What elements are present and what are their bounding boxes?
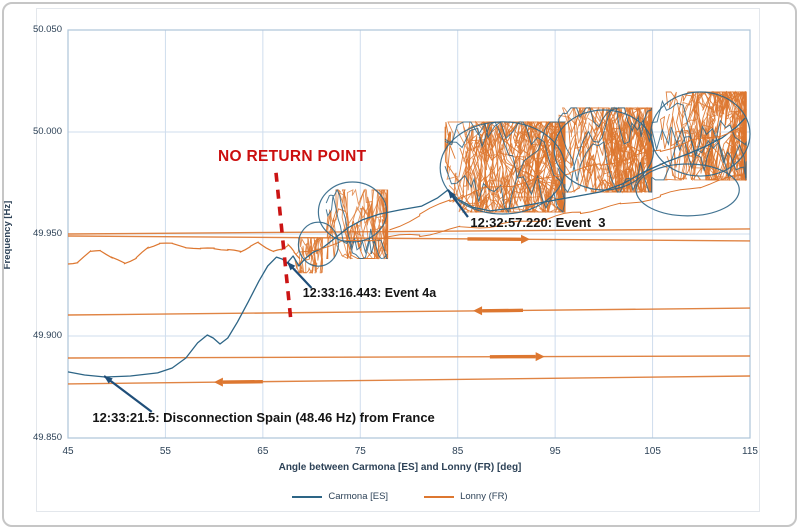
oscillation-scribble-orange xyxy=(666,127,713,181)
annotation-arrow-head xyxy=(447,189,456,199)
oscillation-scribble-orange xyxy=(295,256,317,274)
x-axis-title: Angle between Carmona [ES] and Lonny (FR… xyxy=(278,462,522,473)
oscillation-scribble-orange xyxy=(606,107,653,179)
series-line-3 xyxy=(299,174,746,253)
legend-swatch-lonny xyxy=(424,495,455,498)
chart-legend: Carmona [ES] Lonny (FR) xyxy=(0,491,800,502)
legend-label-lonny: Lonny (FR) xyxy=(460,491,508,502)
cluster-circle xyxy=(297,221,339,267)
event3-label: 12:32:57.220: Event 3 xyxy=(470,215,606,231)
oscillation-scribble-orange xyxy=(448,121,530,198)
oscillation-scribble-orange xyxy=(604,107,653,170)
sweep-arrow-head-left xyxy=(213,377,223,387)
oscillation-scribble-blue xyxy=(444,121,565,214)
x-tick-label: 45 xyxy=(62,446,74,457)
oscillation-scribble-orange xyxy=(692,125,747,181)
annotation-arrow-shaft xyxy=(103,375,153,413)
x-tick-label: 105 xyxy=(644,446,661,457)
oscillation-scribble-blue xyxy=(651,99,747,179)
oscillation-scribble-orange xyxy=(677,91,705,180)
annotation-arrow-head xyxy=(104,375,113,384)
oscillation-scribble-orange xyxy=(583,107,649,193)
x-tick-label: 85 xyxy=(452,446,464,457)
legend-item-carmona: Carmona [ES] xyxy=(292,491,388,502)
sweep-line xyxy=(67,375,751,385)
series-line-0 xyxy=(67,117,746,378)
cluster-circle xyxy=(635,163,740,217)
oscillation-scribble-orange xyxy=(689,118,747,181)
sweep-arrow-head-left xyxy=(473,306,483,316)
oscillation-scribble-orange xyxy=(660,91,722,150)
legend-label-carmona: Carmona [ES] xyxy=(328,491,389,502)
sweep-line xyxy=(67,307,751,316)
sweep-line xyxy=(67,235,751,242)
sweep-line xyxy=(67,228,751,235)
oscillation-scribble-orange xyxy=(326,189,384,239)
series-line-2 xyxy=(389,125,746,231)
oscillation-scribble-blue xyxy=(651,119,747,171)
oscillation-scribble-blue xyxy=(325,195,388,260)
oscillation-scribble-orange xyxy=(496,121,566,213)
oscillation-scribble-blue xyxy=(557,107,653,138)
y-tick-label: 49.850 xyxy=(32,432,62,443)
oscillation-scribble-orange xyxy=(673,91,728,169)
y-tick-label: 50.000 xyxy=(32,126,62,137)
oscillation-scribble-orange xyxy=(298,237,323,275)
annotation-arrow-head xyxy=(287,261,296,271)
legend-item-lonny: Lonny (FR) xyxy=(424,491,508,502)
oscillation-scribble-orange xyxy=(584,114,653,193)
sweep-arrow-head-right xyxy=(521,234,531,244)
oscillation-scribble-blue xyxy=(444,121,566,199)
x-tick-label: 95 xyxy=(549,446,561,457)
legend-swatch-carmona xyxy=(292,495,323,498)
oscillation-scribble-blue xyxy=(557,119,653,193)
x-tick-label: 65 xyxy=(257,446,269,457)
oscillation-scribble-blue xyxy=(325,188,388,259)
sweep-line xyxy=(67,355,751,359)
oscillation-scribble-orange xyxy=(678,90,747,156)
no-return-dashed-line xyxy=(274,172,293,322)
series-line-1 xyxy=(67,241,301,265)
oscillation-scribble-orange xyxy=(329,189,378,260)
cluster-circle xyxy=(650,91,751,177)
cluster-circle xyxy=(439,121,566,215)
x-tick-label: 75 xyxy=(354,446,366,457)
y-tick-label: 49.950 xyxy=(32,228,62,239)
oscillation-scribble-orange xyxy=(587,107,653,193)
oscillation-scribble-orange xyxy=(472,121,553,213)
sweep-arrow-head-right xyxy=(535,352,545,362)
chart-card-border xyxy=(36,8,760,512)
disconnection-label: 12:33:21.5: Disconnection Spain (48.46 H… xyxy=(92,410,435,426)
x-tick-label: 55 xyxy=(159,446,171,457)
y-tick-label: 50.050 xyxy=(32,24,62,35)
oscillation-scribble-blue xyxy=(444,121,566,213)
no-return-label: NO RETURN POINT xyxy=(218,147,367,165)
cluster-circle xyxy=(317,181,388,243)
event4a-label: 12:33:16.443: Event 4a xyxy=(302,286,437,301)
x-tick-label: 115 xyxy=(742,446,758,457)
y-tick-label: 49.900 xyxy=(32,330,62,341)
